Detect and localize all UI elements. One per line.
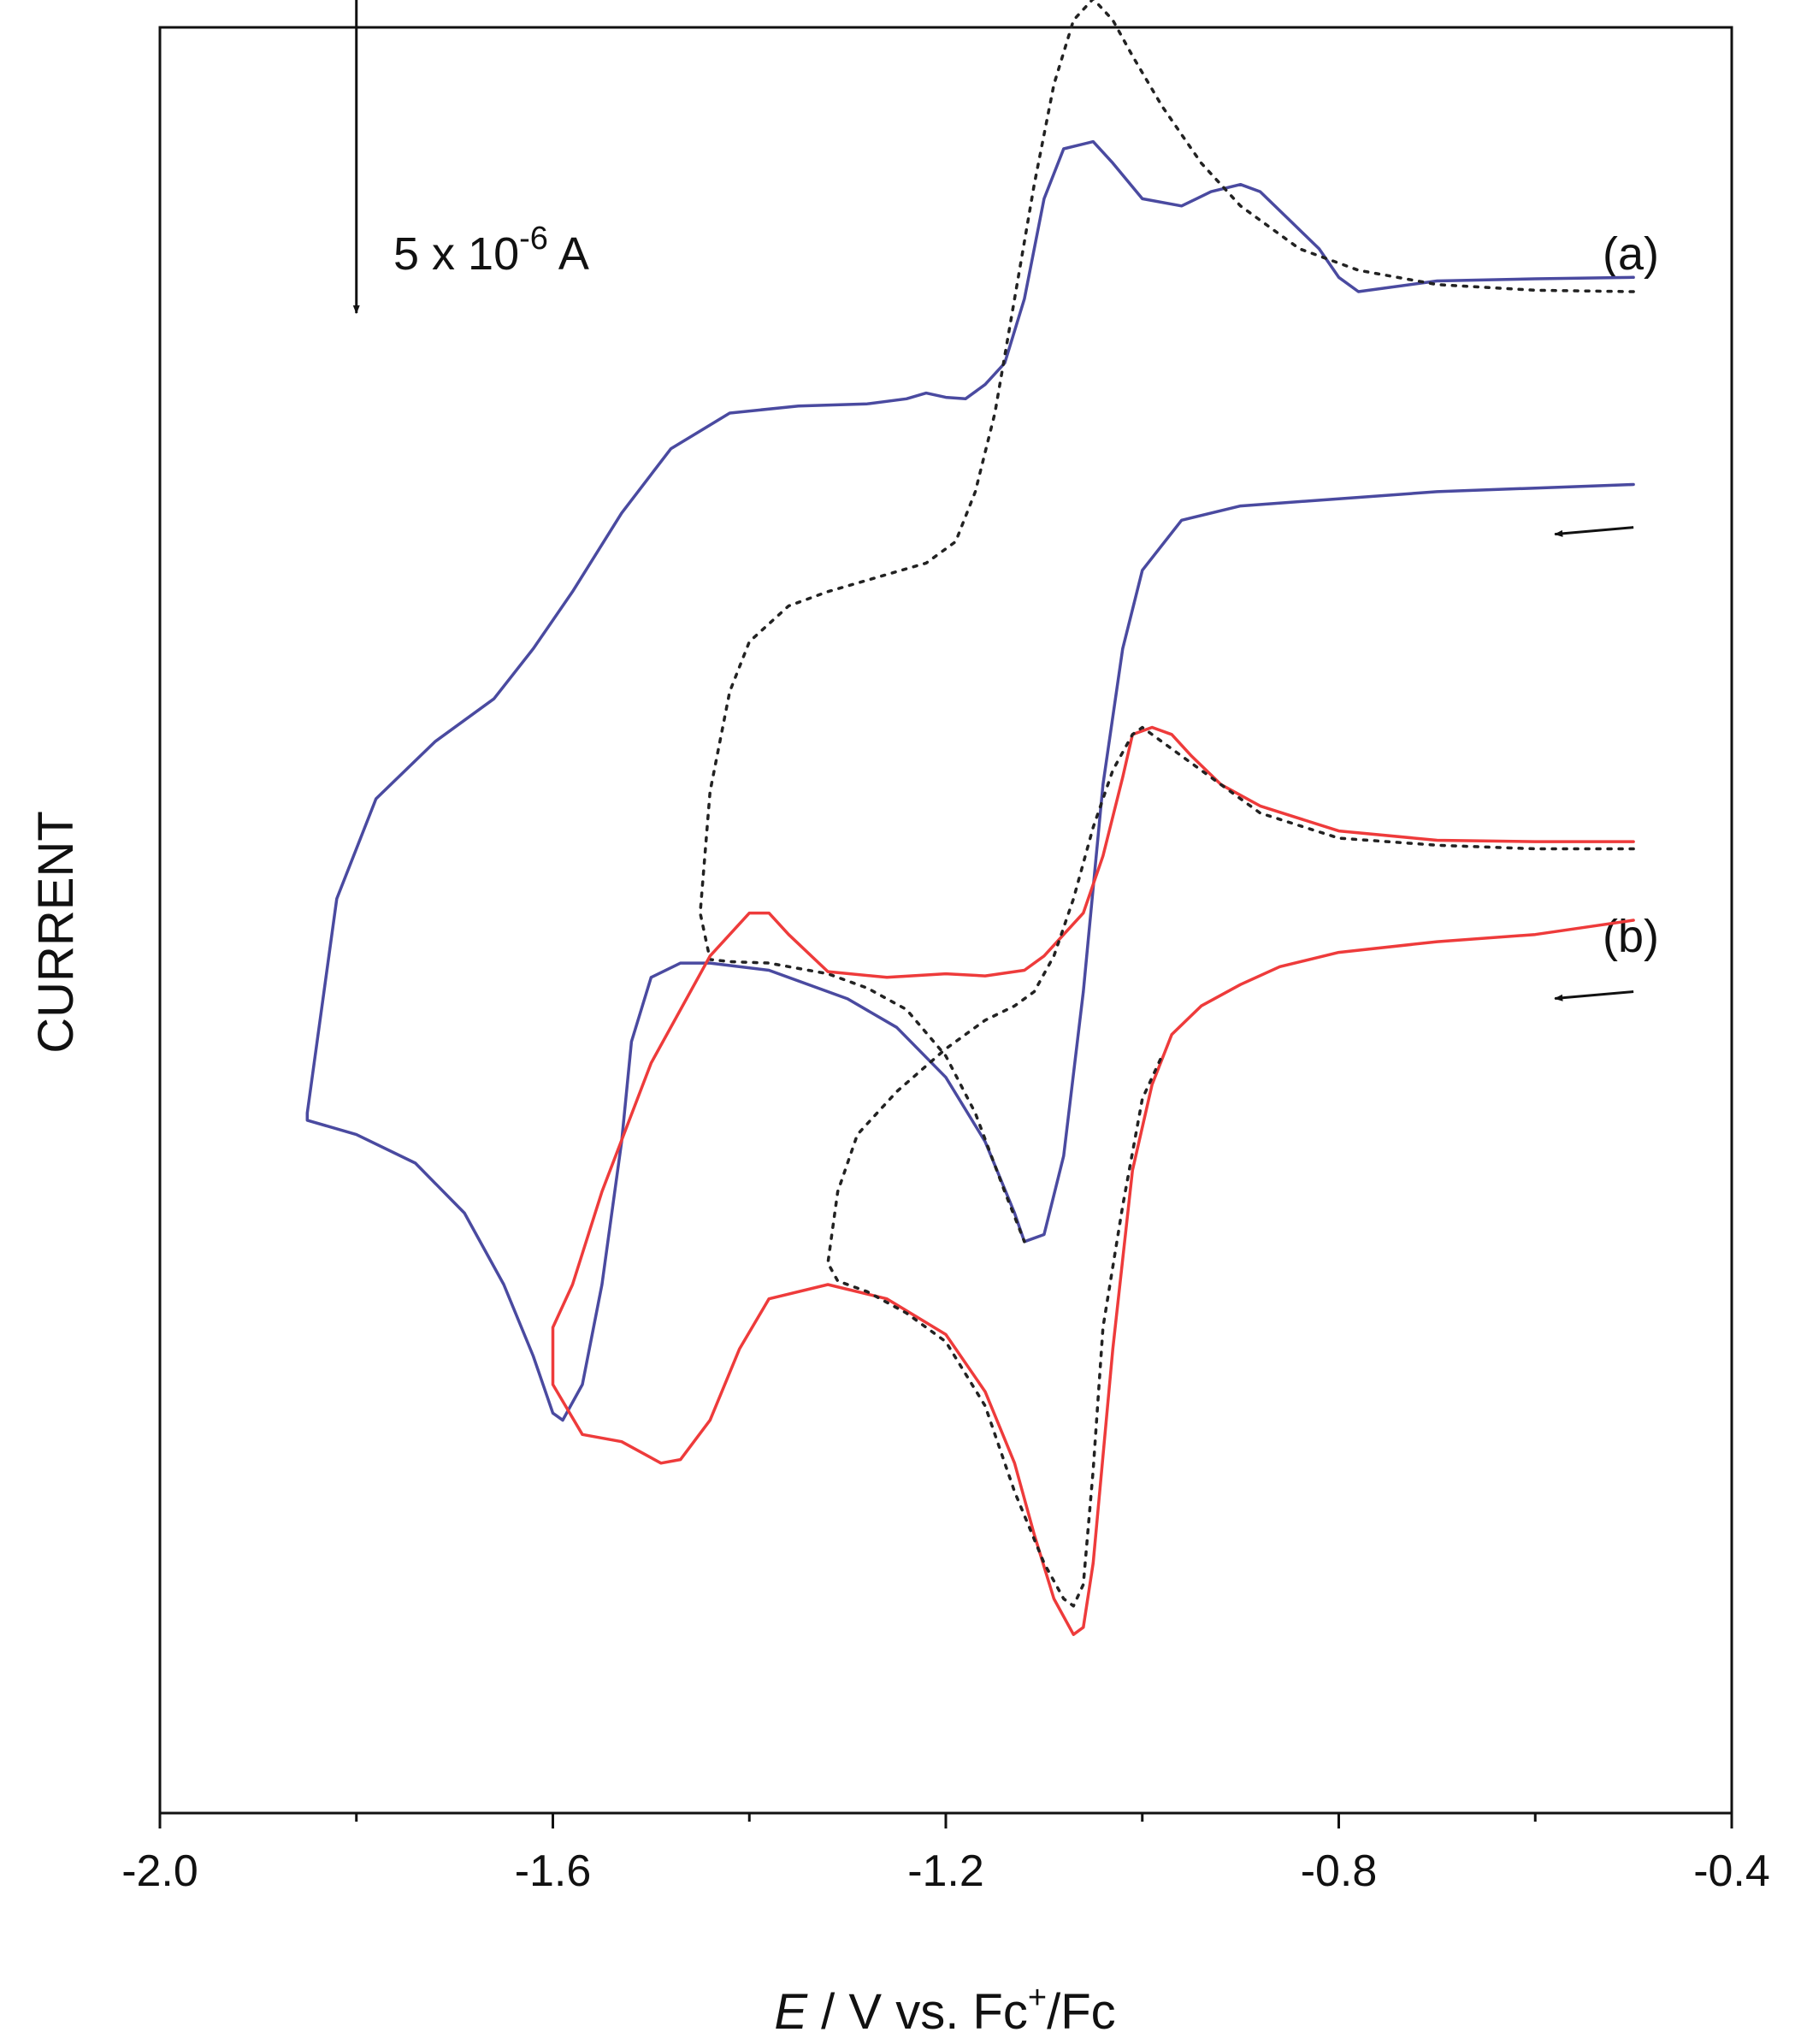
y-axis-title: CURRENT [28,811,84,1054]
x-axis-title-italic: E [774,1984,808,2040]
series-group [305,0,1635,1636]
panel-label-a: (a) [1603,228,1659,280]
x-tick-label-2: -1.2 [907,1846,984,1896]
scale-label-base: 5 x 10 [393,228,519,280]
x-axis-tick-labels: -2.0 -1.6 -1.2 -0.8 -0.4 [121,1846,1770,1896]
current-scale-label: 5 x 10-6 A [393,221,589,280]
scale-label-exponent: -6 [519,221,548,257]
scale-label-unit: A [548,228,589,280]
x-tick-label-1: -1.6 [515,1846,592,1896]
x-axis-title-superscript: + [1028,1980,1047,2016]
plot-area-frame [158,26,1733,1815]
x-axis-title-tail: /Fc [1047,1984,1116,2040]
series-line-b-solid [551,725,1635,1636]
scan-direction-arrow-a [1554,526,1634,537]
x-tick-label-3: -0.8 [1301,1846,1378,1896]
x-axis-title: E / V vs. Fc+/Fc [774,1980,1115,2040]
panel-label-b: (b) [1603,911,1659,962]
x-axis-ticks [158,1813,1733,1828]
series-line-b-dotted [826,725,1635,1608]
x-tick-label-4: -0.4 [1693,1846,1770,1896]
series-line-a-solid [305,139,1635,1422]
scan-direction-arrow-b [1554,990,1634,1001]
x-tick-label-0: -2.0 [121,1846,198,1896]
series-line-a-dotted [699,0,1635,1244]
x-axis-title-main: / V vs. Fc [807,1984,1028,2040]
